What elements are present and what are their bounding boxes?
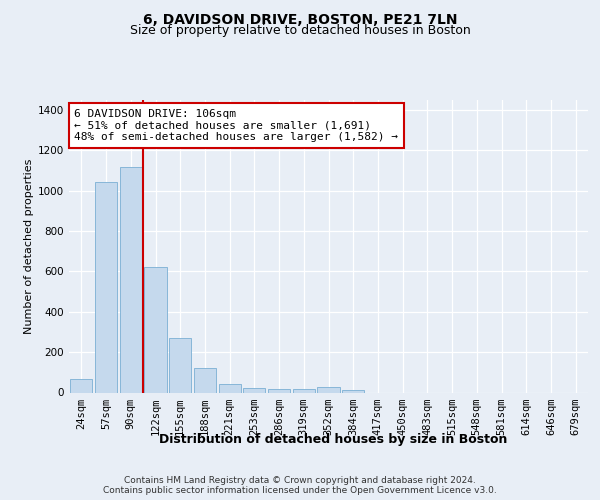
Bar	[342, 390, 364, 392]
Bar	[119, 166, 142, 392]
Bar	[268, 390, 290, 392]
Text: 6 DAVIDSON DRIVE: 106sqm
← 51% of detached houses are smaller (1,691)
48% of sem: 6 DAVIDSON DRIVE: 106sqm ← 51% of detach…	[74, 109, 398, 142]
Bar	[169, 338, 191, 392]
Bar	[95, 182, 117, 392]
Text: Contains HM Land Registry data © Crown copyright and database right 2024.
Contai: Contains HM Land Registry data © Crown c…	[103, 476, 497, 495]
Bar	[70, 380, 92, 392]
Bar	[243, 388, 265, 392]
Bar	[293, 390, 315, 392]
Bar	[145, 268, 167, 392]
Bar	[317, 388, 340, 392]
Text: Size of property relative to detached houses in Boston: Size of property relative to detached ho…	[130, 24, 470, 37]
Bar	[194, 368, 216, 392]
Text: Distribution of detached houses by size in Boston: Distribution of detached houses by size …	[159, 432, 507, 446]
Bar	[218, 384, 241, 392]
Y-axis label: Number of detached properties: Number of detached properties	[24, 158, 34, 334]
Text: 6, DAVIDSON DRIVE, BOSTON, PE21 7LN: 6, DAVIDSON DRIVE, BOSTON, PE21 7LN	[143, 12, 457, 26]
